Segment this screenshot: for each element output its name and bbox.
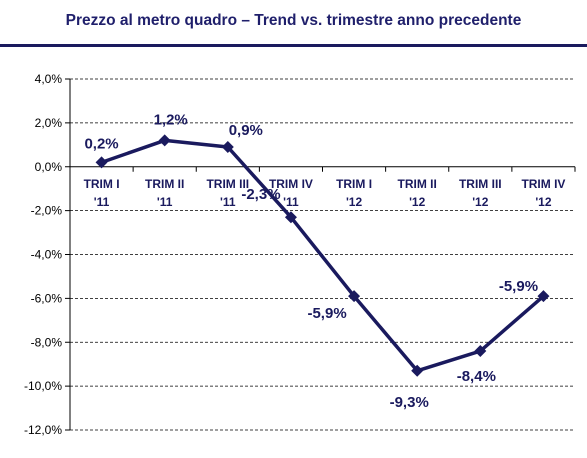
data-point: [348, 290, 361, 303]
data-label: 0,2%: [84, 135, 118, 152]
data-point: [158, 134, 171, 147]
x-tick-label: TRIM II '11: [145, 177, 184, 209]
y-tick-label: 2,0%: [35, 116, 63, 130]
data-label: 1,2%: [154, 111, 188, 128]
x-tick-label: TRIM III '12: [459, 177, 502, 209]
data-point: [411, 364, 424, 377]
data-label: -2,3%: [241, 186, 280, 203]
y-tick-label: -4,0%: [31, 248, 63, 262]
data-label: 0,9%: [229, 122, 263, 139]
y-tick-label: -10,0%: [24, 379, 62, 393]
x-tick-label: TRIM IV '12: [521, 177, 565, 209]
y-tick-label: -6,0%: [31, 291, 63, 305]
data-labels: 0,2% 1,2% 0,9% -2,3% -5,9% -9,3% -8,4% -5,9%: [84, 111, 538, 410]
data-label: -8,4%: [457, 368, 496, 385]
series: [95, 134, 550, 377]
y-tick-label: -8,0%: [31, 335, 63, 349]
data-point: [221, 141, 234, 154]
title-rule: [0, 44, 587, 47]
data-label: -5,9%: [307, 305, 346, 322]
y-tick-label: 0,0%: [35, 160, 63, 174]
x-tick-labels: TRIM I '11 TRIM II '11 TRIM III '11 TRIM IV '11…: [84, 177, 566, 209]
data-point: [537, 290, 550, 303]
data-point: [95, 156, 108, 169]
data-point: [474, 345, 487, 358]
x-tick-label: TRIM II '12: [398, 177, 437, 209]
y-tick-labels: 4,0% 2,0% 0,0% -2,0% -4,0% -6,0% -8,0% -10,0% -1…: [24, 72, 62, 437]
y-tick-label: 4,0%: [35, 72, 63, 86]
y-tick-label: -2,0%: [31, 204, 63, 218]
axes: [65, 78, 576, 431]
y-tick-label: -12,0%: [24, 423, 62, 437]
x-tick-label: TRIM IV '11: [269, 177, 313, 209]
data-point: [284, 211, 297, 224]
x-tick-label: TRIM I '11: [84, 177, 120, 209]
x-tick-label: TRIM III '11: [206, 177, 249, 209]
x-tick-label: TRIM I '12: [336, 177, 372, 209]
series-line: [100, 138, 545, 373]
data-label: -9,3%: [390, 394, 429, 411]
chart-title: Prezzo al metro quadro – Trend vs. trime…: [65, 12, 522, 29]
data-label: -5,9%: [499, 278, 538, 295]
